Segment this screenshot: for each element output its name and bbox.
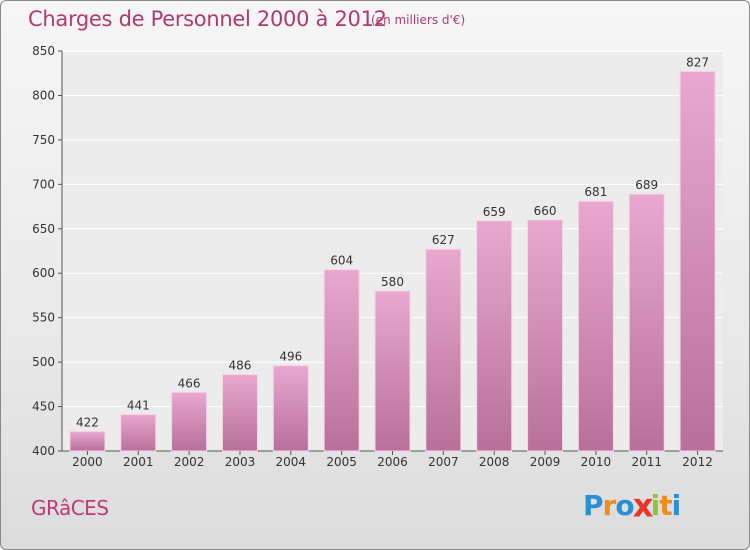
- x-tick-label: 2002: [174, 455, 205, 469]
- bar: [69, 430, 106, 452]
- x-tick-label: 2000: [72, 455, 103, 469]
- data-label: 827: [686, 55, 709, 69]
- data-label: 486: [229, 359, 252, 373]
- bar: [577, 200, 614, 452]
- data-label: 689: [635, 178, 658, 192]
- data-label: 627: [432, 233, 455, 247]
- bar: [171, 391, 208, 452]
- x-tick-label: 2008: [479, 455, 510, 469]
- x-tick-label: 2001: [123, 455, 154, 469]
- bar: [425, 248, 462, 452]
- data-label: 580: [381, 275, 404, 289]
- data-label: 604: [330, 254, 353, 268]
- bar: [679, 70, 716, 452]
- y-tick-label: 600: [32, 266, 55, 280]
- data-label: 496: [279, 350, 302, 364]
- data-label: 441: [127, 399, 150, 413]
- bar: [527, 219, 564, 452]
- bar: [120, 414, 157, 452]
- x-tick-label: 2012: [682, 455, 713, 469]
- bar: [272, 365, 309, 452]
- x-tick-label: 2010: [581, 455, 612, 469]
- data-label: 466: [178, 376, 201, 390]
- y-tick-label: 800: [32, 88, 55, 102]
- data-label: 660: [534, 204, 557, 218]
- logo-letter: t: [659, 489, 672, 522]
- proxiti-logo: Proxiti: [583, 486, 682, 525]
- logo-letter: x: [632, 486, 653, 525]
- data-label: 681: [584, 185, 607, 199]
- y-tick-label: 450: [32, 400, 55, 414]
- chart-title: Charges de Personnel 2000 à 2012: [28, 7, 387, 31]
- bar: [221, 374, 258, 452]
- y-tick-label: 550: [32, 311, 55, 325]
- data-label: 659: [483, 205, 506, 219]
- bar: [628, 193, 665, 452]
- x-tick-label: 2005: [326, 455, 357, 469]
- x-tick-label: 2004: [276, 455, 307, 469]
- y-tick-label: 850: [32, 44, 55, 58]
- bar: [374, 290, 411, 452]
- data-label: 422: [76, 415, 99, 429]
- x-tick-label: 2011: [631, 455, 662, 469]
- y-tick-label: 400: [32, 444, 55, 458]
- logo-letter: r: [602, 489, 617, 522]
- bar: [323, 269, 360, 452]
- logo-letter: i: [650, 489, 661, 522]
- logo-letter: P: [583, 489, 604, 522]
- y-tick-label: 650: [32, 222, 55, 236]
- bar: [476, 220, 513, 452]
- logo-letter: i: [671, 489, 682, 522]
- y-tick-label: 750: [32, 133, 55, 147]
- x-tick-label: 2009: [530, 455, 561, 469]
- y-tick-label: 500: [32, 355, 55, 369]
- city-name: GRâCES: [31, 496, 109, 520]
- x-tick-label: 2006: [377, 455, 408, 469]
- x-tick-label: 2003: [225, 455, 256, 469]
- logo-letter: o: [615, 489, 634, 522]
- y-tick-label: 700: [32, 177, 55, 191]
- chart-subtitle: (en milliers d'€): [371, 13, 466, 27]
- x-tick-label: 2007: [428, 455, 459, 469]
